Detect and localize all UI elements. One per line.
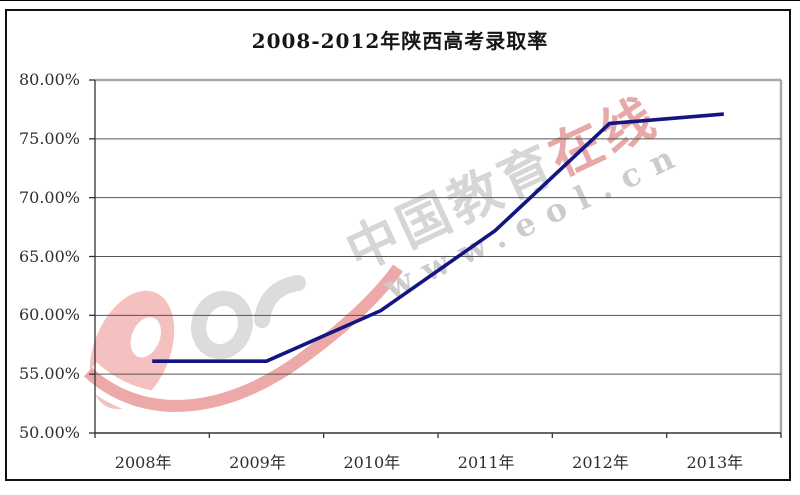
x-axis-label: 2011年 <box>457 453 515 472</box>
logo-swoosh <box>83 264 403 412</box>
x-axis-label: 2009年 <box>229 453 286 472</box>
x-axis-label: 2010年 <box>343 453 401 472</box>
y-axis-label: 75.00% <box>18 128 80 148</box>
y-axis-label: 50.00% <box>18 423 80 442</box>
y-axis-label: 80.00% <box>18 70 80 89</box>
top-edge-line <box>0 0 800 1</box>
y-axis-label: 70.00% <box>18 187 80 207</box>
logo-o-shape <box>191 290 253 360</box>
chart-title: 2008-2012年陕西高考录取率 <box>251 29 549 53</box>
x-axis-label: 2012年 <box>572 453 629 472</box>
series-line <box>152 112 724 364</box>
y-axis-label: 55.00% <box>18 364 80 384</box>
x-axis-label: 2013年 <box>686 453 744 472</box>
x-axis-label: 2008年 <box>114 453 172 472</box>
outer-border <box>5 9 791 481</box>
y-axis-label: 65.00% <box>18 246 80 266</box>
y-axis-label: 60.00% <box>18 305 80 325</box>
